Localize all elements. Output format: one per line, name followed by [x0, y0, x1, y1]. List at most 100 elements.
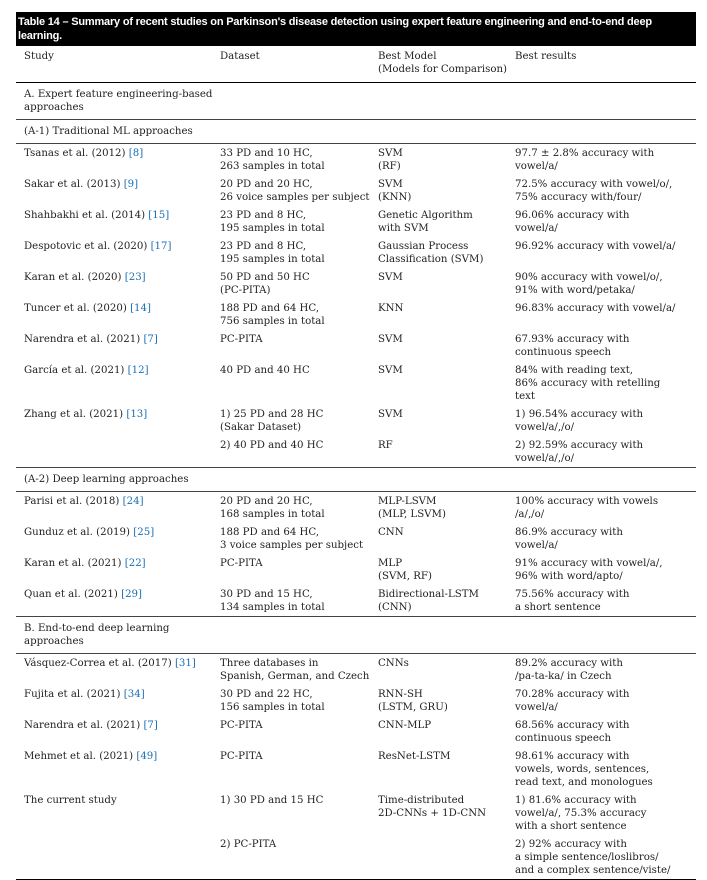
study-name: Narendra et al. (2021)	[24, 720, 141, 731]
table-row: Karan et al. (2020) [23] 50 PD and 50 HC(…	[16, 268, 696, 299]
empty-cell	[220, 467, 378, 492]
model-cell: CNN-MLP	[378, 716, 515, 747]
results-text: 75.56% accuracy with	[515, 589, 630, 600]
dataset-text: PC-PITA	[220, 720, 263, 731]
header-text: (Models for Comparison)	[378, 64, 508, 75]
study-cell	[16, 436, 220, 468]
study-name: Karan et al. (2021)	[24, 558, 122, 569]
table-row: Narendra et al. (2021) [7] PC-PITA SVM 67.9…	[16, 330, 696, 361]
model-text: (KNN)	[378, 192, 412, 203]
results-cell: 84% with reading text, 86% accuracy with …	[515, 361, 696, 405]
results-text: 98.61% accuracy with	[515, 751, 630, 762]
results-text: vowel/a/, 75.3% accuracy	[515, 808, 647, 819]
table-row: Karan et al. (2021) [22] PC-PITA MLP (SVM, …	[16, 554, 696, 585]
empty-cell	[515, 467, 696, 492]
results-cell: 97.7 ± 2.8% accuracy with vowel/a/	[515, 144, 696, 176]
dataset-cell: 33 PD and 10 HC, 263 samples in total	[220, 144, 378, 176]
model-cell: ResNet-LSTM	[378, 747, 515, 791]
results-cell: 96.06% accuracy with vowel/a/	[515, 206, 696, 237]
model-cell: Genetic Algorithm with SVM	[378, 206, 515, 237]
header-cell: Dataset	[220, 46, 378, 83]
dataset-text: 2) PC-PITA	[220, 839, 277, 850]
dataset-text: 1) 25 PD and 28 HC	[220, 409, 324, 420]
section-cell: A. Expert feature engineering-based appr…	[16, 82, 220, 120]
results-text: continuous speech	[515, 347, 612, 358]
study-cell: Zhang et al. (2021) [13]	[16, 405, 220, 436]
results-text: vowel/a/,/o/	[515, 422, 575, 433]
study-name: Sakar et al. (2013)	[24, 179, 121, 190]
model-cell: CNN	[378, 523, 515, 554]
citation: [12]	[127, 365, 149, 376]
model-text: SVM	[378, 179, 403, 190]
study-cell: Gunduz et al. (2019) [25]	[16, 523, 220, 554]
results-text: 2) 92.59% accuracy with	[515, 440, 644, 451]
dataset-cell: Three databases in Spanish, German, and C…	[220, 654, 378, 686]
dataset-cell: PC-PITA	[220, 554, 378, 585]
results-cell: 67.93% accuracy with continuous speech	[515, 330, 696, 361]
dataset-text: (Sakar Dataset)	[220, 422, 302, 433]
results-text: 70.28% accuracy with	[515, 689, 630, 700]
dataset-cell: 1) 30 PD and 15 HC	[220, 791, 378, 835]
table-row: Shahbakhi et al. (2014) [15] 23 PD and 8 …	[16, 206, 696, 237]
citation: [34]	[123, 689, 145, 700]
citation: [8]	[128, 148, 144, 159]
study-name: Gunduz et al. (2019)	[24, 527, 130, 538]
study-name: Fujita et al. (2021)	[24, 689, 121, 700]
citation: [17]	[150, 241, 172, 252]
model-cell: Time-distributed 2D-CNNs + 1D-CNN	[378, 791, 515, 835]
dataset-text: 23 PD and 8 HC,	[220, 241, 307, 252]
results-text: 96% with word/apto/	[515, 571, 623, 582]
model-text: Bidirectional-LSTM	[378, 589, 479, 600]
dataset-text: 20 PD and 20 HC,	[220, 179, 313, 190]
model-text: RNN-SH	[378, 689, 423, 700]
section-cell: (A-2) Deep learning approaches	[16, 467, 220, 492]
results-text: 68.56% accuracy with	[515, 720, 630, 731]
section-heading: (A-2) Deep learning approaches	[24, 474, 189, 485]
study-cell: García et al. (2021) [12]	[16, 361, 220, 405]
model-text: with SVM	[378, 223, 429, 234]
citation: [15]	[148, 210, 170, 221]
results-text: 67.93% accuracy with	[515, 334, 630, 345]
model-cell: SVM	[378, 268, 515, 299]
dataset-text: 134 samples in total	[220, 602, 325, 613]
results-text: a short sentence	[515, 602, 601, 613]
results-cell: 98.61% accuracy with vowels, words, sente…	[515, 747, 696, 791]
study-name: Zhang et al. (2021)	[24, 409, 124, 420]
model-text: RF	[378, 440, 393, 451]
citation: [7]	[143, 720, 158, 731]
dataset-text: PC-PITA	[220, 558, 263, 569]
results-text: 91% accuracy with vowel/a/,	[515, 558, 663, 569]
results-text: 91% with word/petaka/	[515, 285, 635, 296]
results-cell: 1) 96.54% accuracy with vowel/a/,/o/	[515, 405, 696, 436]
results-cell: 2) 92% accuracy with a simple sentence/lo…	[515, 835, 696, 880]
table-row: Vásquez-Correa et al. (2017) [31] Three d…	[16, 654, 696, 686]
dataset-cell: 20 PD and 20 HC, 26 voice samples per sub…	[220, 175, 378, 206]
citation: [24]	[122, 496, 144, 507]
dataset-text: 30 PD and 15 HC,	[220, 589, 313, 600]
model-cell: SVM	[378, 330, 515, 361]
study-cell: Parisi et al. (2018) [24]	[16, 492, 220, 524]
empty-cell	[220, 119, 378, 144]
page: Table 14 – Summary of recent studies on …	[16, 12, 696, 880]
empty-cell	[378, 616, 515, 654]
study-name: Despotovic et al. (2020)	[24, 241, 148, 252]
table-row: Parisi et al. (2018) [24] 20 PD and 20 HC…	[16, 492, 696, 524]
header-cell: Best Model (Models for Comparison)	[378, 46, 515, 83]
table-row: Despotovic et al. (2020) [17] 23 PD and 8…	[16, 237, 696, 268]
header-row: Study Dataset Best Model (Models for Compar…	[16, 46, 696, 83]
dataset-cell: 1) 25 PD and 28 HC (Sakar Dataset)	[220, 405, 378, 436]
table-row: Mehmet et al. (2021) [49] PC-PITA ResNet-L…	[16, 747, 696, 791]
table-row: Narendra et al. (2021) [7] PC-PITA CNN-MLP…	[16, 716, 696, 747]
study-cell: Narendra et al. (2021) [7]	[16, 330, 220, 361]
dataset-text: 3 voice samples per subject	[220, 540, 364, 551]
results-text: vowels, words, sentences,	[515, 764, 650, 775]
empty-cell	[220, 82, 378, 120]
model-cell: Bidirectional-LSTM (CNN)	[378, 585, 515, 617]
results-cell: 100% accuracy with vowels/a/,/o/	[515, 492, 696, 524]
section-row: A. Expert feature engineering-based appr…	[16, 82, 696, 120]
model-text: Time-distributed	[378, 795, 465, 806]
study-cell: Fujita et al. (2021) [34]	[16, 685, 220, 716]
citation: [22]	[124, 558, 146, 569]
dataset-cell: 2) 40 PD and 40 HC	[220, 436, 378, 468]
study-name: Vásquez-Correa et al. (2017)	[24, 658, 172, 669]
